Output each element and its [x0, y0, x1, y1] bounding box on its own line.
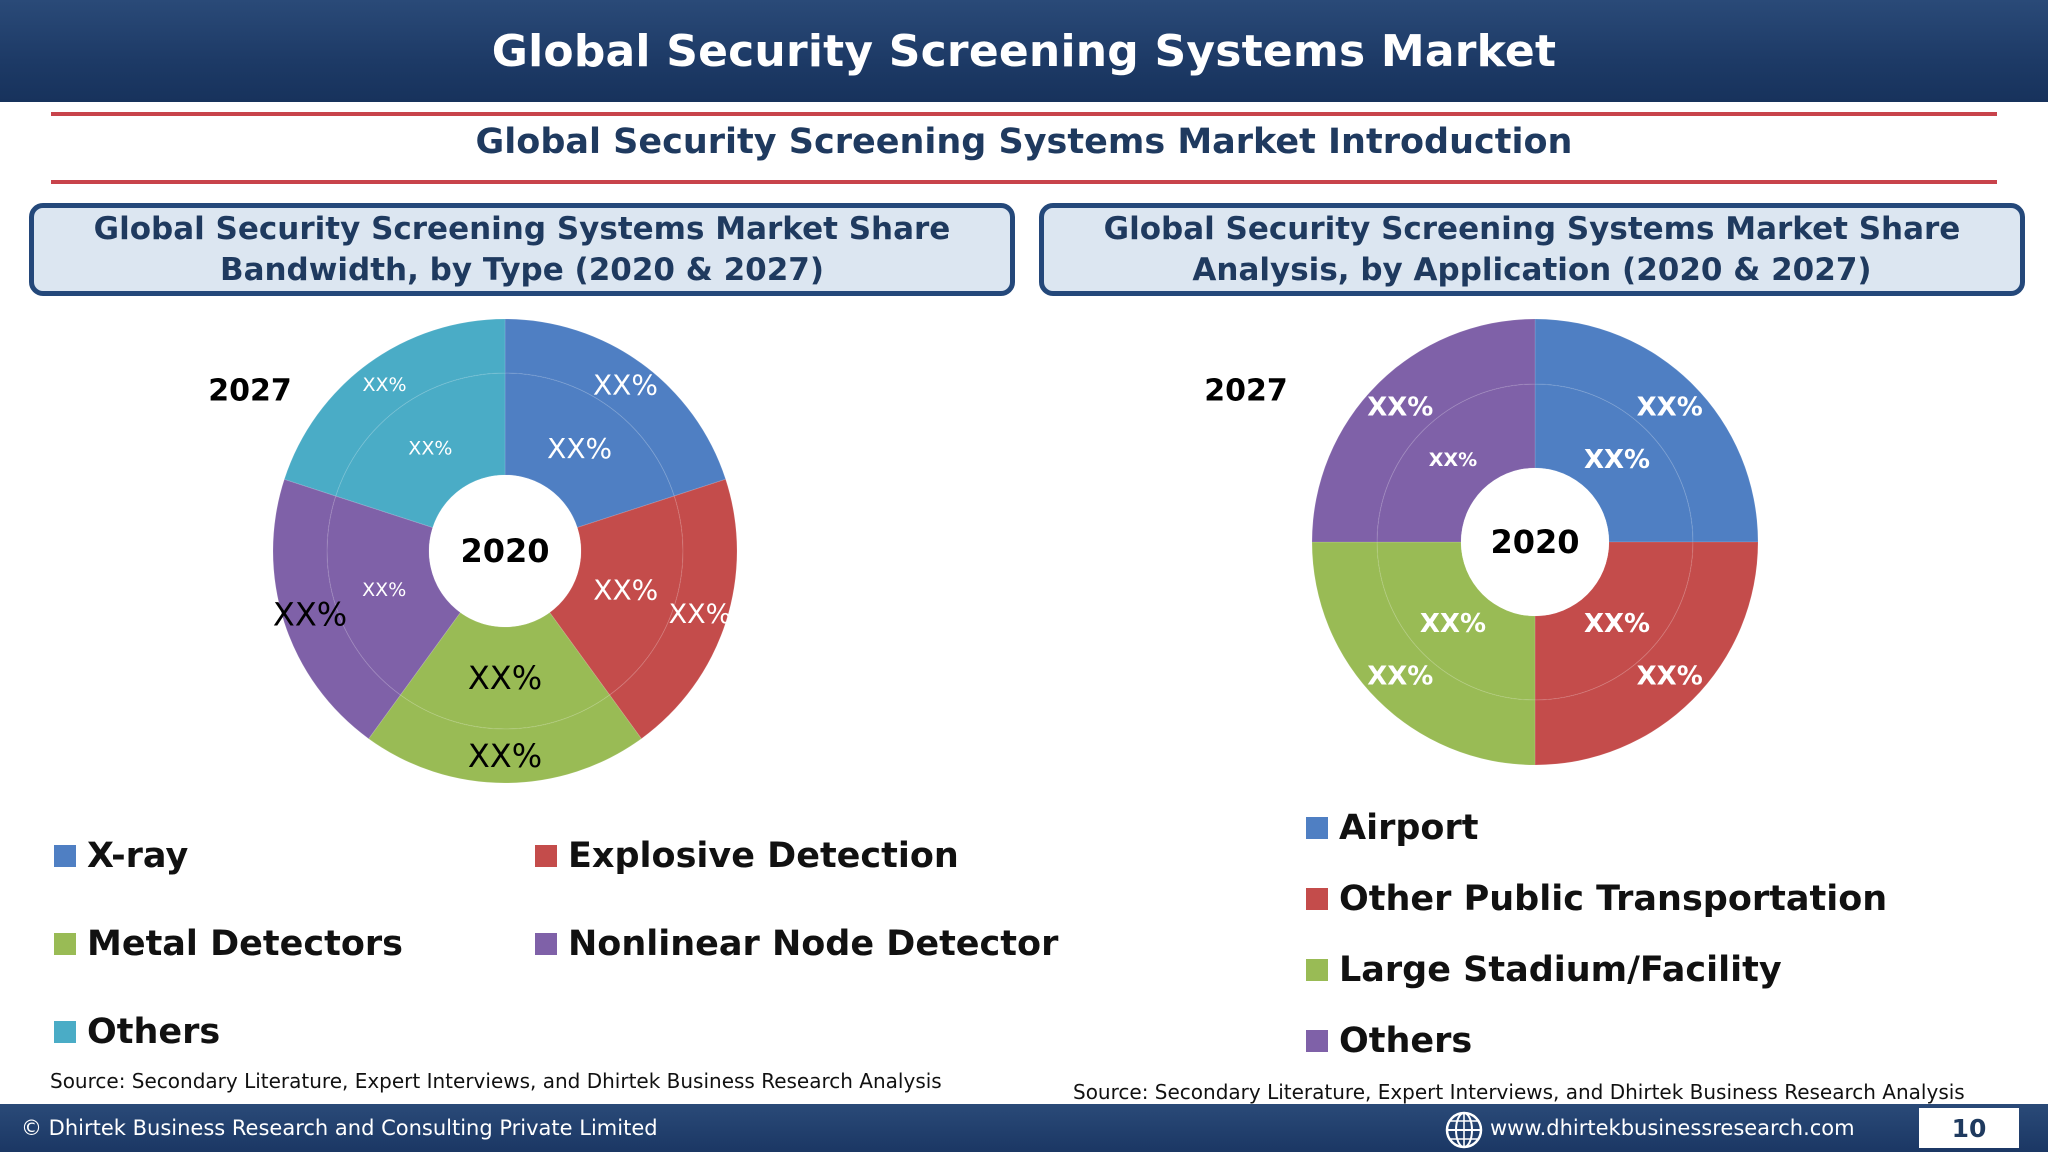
outer-year-label: 2027	[208, 374, 292, 409]
globe-icon	[1445, 1111, 1483, 1149]
legend-nonlinear-node-detector: Nonlinear Node Detector	[535, 924, 1058, 964]
legend-label-xray: X-ray	[87, 836, 189, 876]
legend-swatch-explosive-detection	[535, 845, 557, 867]
legend-swatch-metal-detectors	[54, 933, 76, 955]
data-label-2020-airport: XX%	[1584, 445, 1650, 475]
section-subtitle: Global Security Screening Systems Market…	[475, 122, 1573, 162]
legend-explosive-detection: Explosive Detection	[535, 836, 959, 876]
data-label-2020-large-stadium-facility: XX%	[1420, 609, 1486, 639]
slice-2027-others	[1311, 318, 1536, 543]
data-label-2027-metal-detectors: XX%	[468, 737, 542, 775]
data-label-2020-other-public-transportation: XX%	[1584, 609, 1650, 639]
legend-label-others-application: Others	[1339, 1021, 1473, 1061]
legend-others-type: Others	[54, 1012, 220, 1052]
legend-swatch-airport	[1306, 817, 1328, 839]
left-source-note: Source: Secondary Literature, Expert Int…	[50, 1069, 942, 1093]
data-label-2027-airport: XX%	[1637, 392, 1703, 422]
bottom-divider	[51, 180, 1997, 184]
legend-other-public-transportation: Other Public Transportation	[1306, 879, 1887, 919]
center-year-label: 2020	[460, 532, 549, 570]
header-bar: Global Security Screening Systems Market	[0, 0, 2048, 102]
legend-swatch-others-application	[1306, 1030, 1328, 1052]
legend-xray: X-ray	[54, 836, 188, 876]
slice-2027-other-public-transportation	[1534, 541, 1759, 766]
data-label-2027-others: XX%	[1367, 392, 1433, 422]
page-title: Global Security Screening Systems Market	[491, 25, 1557, 77]
slice-2027-x-ray	[504, 318, 727, 497]
data-label-2027-others: XX%	[362, 374, 406, 396]
legend-metal-detectors: Metal Detectors	[54, 924, 403, 964]
legend-label-others-type: Others	[87, 1012, 221, 1052]
data-label-2027-x-ray: XX%	[593, 369, 658, 402]
legend-airport: Airport	[1306, 808, 1478, 848]
slice-2027-airport	[1534, 318, 1759, 543]
application-donut-chart: XX% XX% XX% XX% XX% XX% XX% XX% 2020 2027	[1204, 318, 1759, 766]
legend-swatch-other-public-transportation	[1306, 888, 1328, 910]
legend-swatch-others-type	[54, 1021, 76, 1043]
slice-2027-metal-detectors	[367, 694, 643, 784]
legend-swatch-nonlinear-node-detector	[535, 933, 557, 955]
legend-label-other-public-transportation: Other Public Transportation	[1339, 879, 1888, 919]
top-divider	[51, 112, 1997, 116]
data-label-2027-large-stadium-facility: XX%	[1367, 662, 1433, 692]
data-label-2027-explosive-detection: XX%	[669, 599, 732, 630]
legend-swatch-large-stadium-facility	[1306, 959, 1328, 981]
legend-swatch-xray	[54, 845, 76, 867]
data-label-2020-explosive-detection: XX%	[593, 574, 658, 607]
page-number: 10	[1919, 1108, 2019, 1148]
type-donut-chart: XX% XX% XX% XX% XX% XX% XX% XX% XX% XX% 2020 2027	[208, 318, 738, 784]
data-label-2020-others: XX%	[1429, 449, 1477, 471]
right-source-note: Source: Secondary Literature, Expert Int…	[1073, 1080, 1965, 1104]
footer-bar: © Dhirtek Business Research and Consulti…	[0, 1104, 2048, 1152]
data-label-2020-x-ray: XX%	[547, 432, 612, 465]
data-label-2020-nonlinear-node-detector: XX%	[362, 579, 406, 601]
data-label-2020-others: XX%	[408, 437, 452, 459]
legend-label-explosive-detection: Explosive Detection	[568, 836, 959, 876]
legend-label-large-stadium-facility: Large Stadium/Facility	[1339, 950, 1782, 990]
legend-label-airport: Airport	[1339, 808, 1479, 848]
footer-copyright: © Dhirtek Business Research and Consulti…	[21, 1116, 658, 1140]
outer-year-label: 2027	[1204, 374, 1288, 409]
legend-label-metal-detectors: Metal Detectors	[87, 924, 403, 964]
data-label-2027-other-public-transportation: XX%	[1637, 662, 1703, 692]
legend-others-application: Others	[1306, 1021, 1472, 1061]
left-panel-title: Global Security Screening Systems Market…	[29, 203, 1015, 296]
slice-2027-others	[283, 318, 506, 497]
legend-large-stadium-facility: Large Stadium/Facility	[1306, 950, 1782, 990]
slice-2027-large-stadium-facility	[1311, 541, 1536, 766]
donut-hole	[429, 475, 581, 627]
donut-hole	[1461, 468, 1609, 616]
data-label-2027-nonlinear-node-detector: XX%	[273, 595, 347, 633]
footer-website-link[interactable]: www.dhirtekbusinessresearch.com	[1490, 1116, 1855, 1140]
center-year-label: 2020	[1490, 523, 1579, 561]
legend-label-nonlinear-node-detector: Nonlinear Node Detector	[568, 924, 1059, 964]
data-label-2020-metal-detectors: XX%	[468, 659, 542, 697]
right-panel-title: Global Security Screening Systems Market…	[1039, 203, 2025, 296]
